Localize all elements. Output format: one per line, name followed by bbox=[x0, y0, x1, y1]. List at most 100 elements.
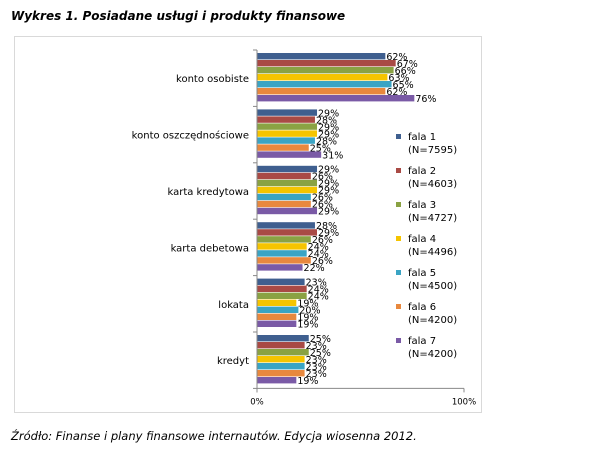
x-tick-label: 0% bbox=[250, 397, 264, 407]
data-label: 24% bbox=[308, 249, 329, 260]
data-label: 23% bbox=[306, 341, 327, 352]
bar bbox=[257, 257, 311, 264]
category-label: karta kredytowa bbox=[167, 187, 249, 198]
bar bbox=[257, 377, 297, 384]
bar bbox=[257, 278, 305, 285]
bar bbox=[257, 130, 318, 137]
legend-swatch bbox=[396, 168, 401, 173]
bar bbox=[257, 200, 311, 208]
legend-swatch bbox=[396, 270, 401, 275]
source-note: Źródło: Finanse i plany finansowe intern… bbox=[11, 429, 417, 443]
data-label: 29% bbox=[318, 186, 339, 197]
bar bbox=[257, 313, 297, 320]
bar bbox=[257, 186, 318, 194]
data-label: 29% bbox=[318, 122, 339, 133]
bar bbox=[257, 299, 297, 306]
bar bbox=[257, 193, 311, 201]
data-label: 31% bbox=[322, 150, 343, 161]
bar bbox=[257, 363, 305, 370]
bar bbox=[257, 342, 305, 349]
chart-area: konto osobiste konto oszczędnościowe karta… bbox=[14, 36, 482, 413]
data-label: 67% bbox=[397, 59, 418, 70]
legend-swatch bbox=[396, 202, 401, 207]
bar bbox=[257, 123, 318, 130]
chart-title: Wykres 1. Posiadane usługi i produkty fi… bbox=[11, 9, 346, 23]
data-label: 23% bbox=[306, 278, 327, 289]
data-label: 19% bbox=[297, 376, 318, 387]
data-label: 62% bbox=[386, 87, 407, 98]
legend-label: fala 3 bbox=[408, 200, 436, 211]
legend-swatch bbox=[396, 134, 401, 139]
bar bbox=[257, 172, 311, 180]
bar bbox=[257, 151, 322, 158]
category-label: lokata bbox=[218, 300, 249, 311]
category-label: konto oszczędnościowe bbox=[132, 130, 249, 142]
category-label: konto osobiste bbox=[176, 74, 249, 85]
bar bbox=[257, 74, 388, 81]
data-label: 62% bbox=[386, 52, 407, 63]
data-label: 23% bbox=[306, 362, 327, 373]
data-label: 26% bbox=[312, 200, 333, 211]
bar bbox=[257, 207, 318, 215]
x-tick-label: 100% bbox=[452, 397, 476, 407]
data-label: 20% bbox=[299, 306, 320, 317]
bar bbox=[257, 88, 386, 95]
legend-label: fala 7 bbox=[408, 336, 436, 347]
bar bbox=[257, 243, 307, 250]
legend-sample: (N=7595) bbox=[408, 145, 457, 156]
bar bbox=[257, 349, 309, 356]
legend-sample: (N=4200) bbox=[408, 349, 457, 360]
bar bbox=[257, 60, 396, 67]
bar bbox=[257, 229, 318, 236]
data-label: 23% bbox=[306, 369, 327, 380]
legend-label: fala 5 bbox=[408, 268, 436, 279]
bar bbox=[257, 306, 299, 313]
data-label: 22% bbox=[304, 263, 325, 274]
bar bbox=[257, 67, 394, 74]
data-label: 28% bbox=[316, 221, 337, 232]
data-label: 26% bbox=[312, 193, 333, 204]
bar bbox=[257, 285, 307, 292]
legend-swatch bbox=[396, 338, 401, 343]
bar bbox=[257, 165, 318, 173]
bar bbox=[257, 264, 303, 271]
data-label: 24% bbox=[308, 292, 329, 303]
bar bbox=[257, 292, 307, 299]
legend-label: fala 4 bbox=[408, 234, 436, 245]
legend-label: fala 2 bbox=[408, 166, 436, 177]
legend-sample: (N=4496) bbox=[408, 247, 457, 258]
legend-swatch bbox=[396, 304, 401, 309]
data-label: 19% bbox=[297, 299, 318, 310]
data-label: 25% bbox=[310, 348, 331, 359]
bar bbox=[257, 236, 311, 243]
category-label: kredyt bbox=[217, 356, 249, 367]
data-label: 26% bbox=[312, 235, 333, 246]
data-label: 25% bbox=[310, 143, 331, 154]
data-label: 25% bbox=[310, 334, 331, 345]
legend-label: fala 1 bbox=[408, 132, 436, 143]
data-label: 19% bbox=[297, 320, 318, 331]
data-label: 65% bbox=[393, 80, 414, 91]
bar bbox=[257, 81, 392, 88]
data-label: 24% bbox=[308, 242, 329, 253]
data-label: 29% bbox=[318, 165, 339, 176]
bar bbox=[257, 144, 309, 151]
data-label: 23% bbox=[306, 355, 327, 366]
legend-sample: (N=4500) bbox=[408, 281, 457, 292]
data-label: 29% bbox=[318, 108, 339, 119]
category-label: karta debetowa bbox=[171, 243, 249, 254]
bar bbox=[257, 53, 386, 60]
legend-label: fala 6 bbox=[408, 302, 436, 313]
bar bbox=[257, 370, 305, 377]
legend-sample: (N=4603) bbox=[408, 179, 457, 190]
bar bbox=[257, 320, 297, 327]
bar bbox=[257, 137, 315, 144]
data-label: 29% bbox=[318, 129, 339, 140]
legend-swatch bbox=[396, 236, 401, 241]
data-label: 29% bbox=[318, 207, 339, 218]
bar bbox=[257, 356, 305, 363]
bar-chart: konto osobiste konto oszczędnościowe karta… bbox=[132, 49, 476, 407]
data-label: 76% bbox=[415, 94, 436, 105]
data-label: 29% bbox=[318, 179, 339, 190]
data-label: 63% bbox=[388, 73, 409, 84]
